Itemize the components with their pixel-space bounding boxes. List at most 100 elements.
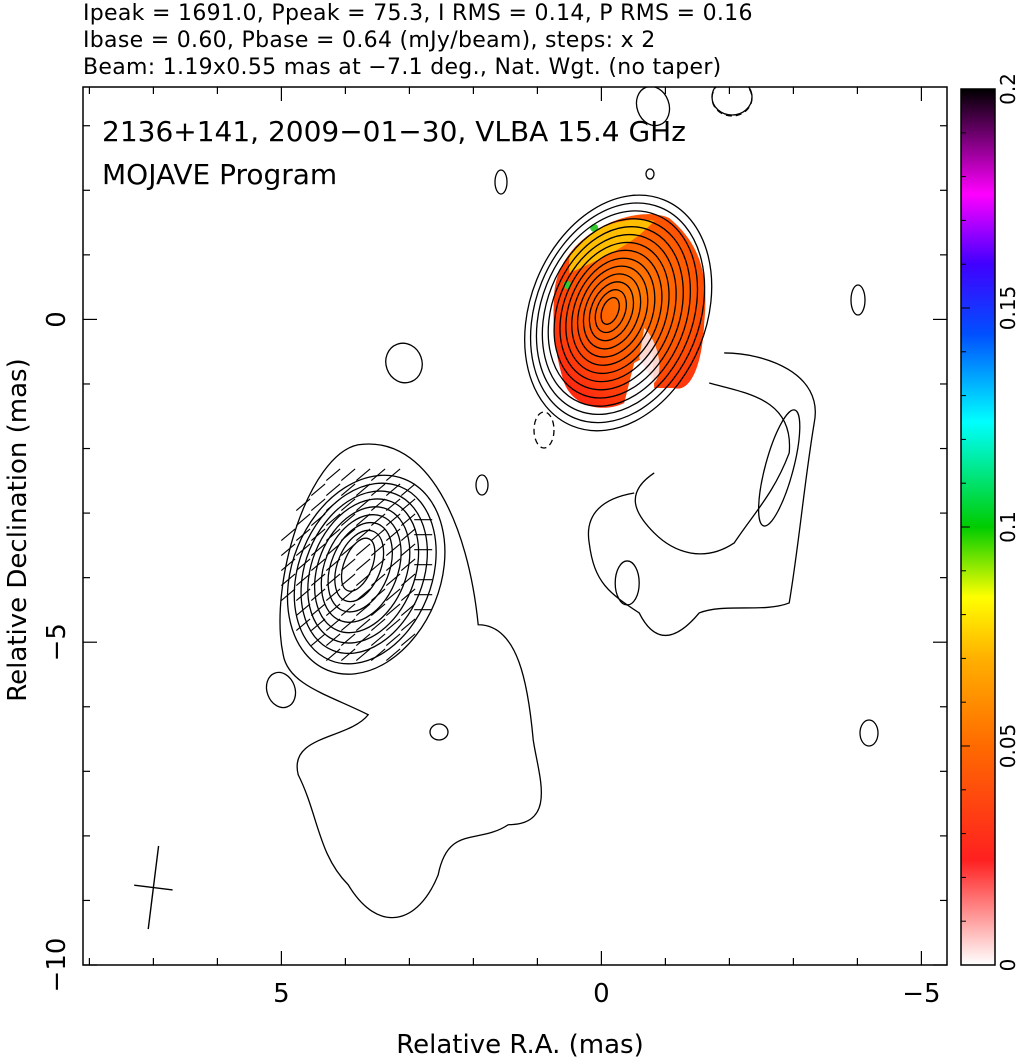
secondary-contour-ring: [293, 482, 437, 665]
x-axis-label: Relative R.A. (mas): [396, 1030, 643, 1060]
y-tick-label: −10: [42, 938, 72, 993]
evpa-vector: [295, 603, 311, 616]
evpa-vector: [355, 483, 371, 496]
evpa-vector: [340, 603, 356, 616]
core-contour-ring: [553, 233, 677, 391]
evpa-vector: [295, 618, 311, 631]
map-title: 2136+141, 2009−01−30, VLBA 15.4 GHz: [102, 115, 686, 148]
core-contour-ring: [541, 218, 692, 407]
evpa-vector: [340, 648, 356, 661]
evpa-vector: [295, 513, 311, 526]
evpa-vector: [310, 543, 326, 556]
evpa-vector: [370, 588, 386, 601]
core-contour-ring: [594, 289, 628, 334]
evpa-vector: [280, 528, 296, 541]
evpa-vector: [355, 558, 371, 571]
colorbar-tick-label: 0.05: [996, 724, 1020, 769]
noise-island: [859, 719, 879, 747]
jet-mid-contour: [634, 382, 790, 555]
evpa-vector: [385, 513, 401, 526]
secondary-contour-ring: [320, 514, 402, 623]
x-tick-label: 5: [273, 979, 290, 1009]
core-contour-ring: [600, 296, 620, 325]
evpa-vector: [340, 483, 356, 496]
polarization-high-fraction-region: [569, 219, 655, 273]
evpa-vector: [325, 573, 341, 586]
jet-outer-contour: [587, 352, 816, 637]
evpa-vector: [400, 558, 416, 571]
evpa-vector: [385, 528, 401, 541]
core-contour-ring: [571, 257, 656, 366]
noise-island: [494, 169, 508, 195]
evpa-vector: [370, 528, 386, 541]
header-line-beam: Beam: 1.19x0.55 mas at −7.1 deg., Nat. W…: [83, 55, 722, 80]
evpa-vector: [400, 483, 416, 496]
evpa-vector: [280, 573, 296, 586]
evpa-vector: [400, 573, 416, 586]
evpa-vector: [310, 588, 326, 601]
core-contour-ring: [529, 202, 706, 424]
secondary-contours: [286, 474, 446, 675]
evpa-vector: [400, 543, 416, 556]
evpa-vector: [295, 543, 311, 556]
colorbar-tick-label: 0.15: [996, 286, 1020, 331]
evpa-vector: [310, 498, 326, 511]
evpa-vector: [385, 603, 401, 616]
evpa-vector: [340, 528, 356, 541]
secondary-contour-ring: [300, 490, 429, 655]
noise-island: [385, 342, 423, 384]
evpa-vector: [370, 483, 386, 496]
secondary-outer-contour: [279, 443, 542, 919]
core-contour-ring: [535, 210, 699, 416]
evpa-vector: [355, 513, 371, 526]
evpa-vector: [295, 573, 311, 586]
evpa-vector: [325, 558, 341, 571]
secondary-contour-ring: [334, 529, 385, 603]
evpa-vector: [280, 543, 296, 556]
evpa-vector: [310, 603, 326, 616]
map-subtitle: MOJAVE Program: [102, 158, 337, 191]
header-line-base: Ibase = 0.60, Pbase = 0.64 (mJy/beam), s…: [83, 28, 656, 53]
evpa-vector: [340, 618, 356, 631]
evpa-vector: [310, 573, 326, 586]
evpa-vector: [310, 633, 326, 646]
evpa-vector: [355, 588, 371, 601]
colorbar-tick-label: 0.1: [996, 511, 1020, 543]
core-contour-ring: [576, 265, 649, 358]
evpa-vector: [325, 543, 341, 556]
evpa-vector: [340, 543, 356, 556]
negative-contour: [711, 87, 753, 117]
evpa-vector: [370, 648, 386, 661]
evpa-vector: [325, 528, 341, 541]
evpa-vector: [370, 498, 386, 511]
evpa-vector: [340, 558, 356, 571]
core-contour-ring: [547, 226, 684, 399]
colorbar-tick-label: 0.2: [996, 73, 1020, 105]
evpa-vector: [325, 603, 341, 616]
evpa-vector: [340, 468, 356, 481]
evpa-vector: [355, 648, 371, 661]
evpa-vector: [325, 633, 341, 646]
evpa-vector: [400, 618, 416, 631]
noise-island: [645, 168, 655, 180]
evpa-vector: [355, 468, 371, 481]
evpa-vector: [385, 648, 401, 661]
evpa-vector: [310, 618, 326, 631]
evpa-vector: [340, 513, 356, 526]
jet-knot-contour: [757, 409, 801, 527]
noise-island: [429, 723, 449, 741]
evpa-vector: [280, 588, 296, 601]
evpa-vector: [385, 573, 401, 586]
evpa-vector: [340, 633, 356, 646]
header: Ipeak = 1691.0, Ppeak = 75.3, I RMS = 0.…: [83, 0, 1013, 81]
evpa-vector: [370, 633, 386, 646]
evpa-vector: [295, 498, 311, 511]
evpa-vector: [295, 558, 311, 571]
plot-frame: [82, 86, 948, 966]
evpa-vector: [280, 558, 296, 571]
evpa-vector: [310, 558, 326, 571]
evpa-vector: [385, 483, 401, 496]
evpa-vector: [385, 633, 401, 646]
evpa-vector: [310, 483, 326, 496]
